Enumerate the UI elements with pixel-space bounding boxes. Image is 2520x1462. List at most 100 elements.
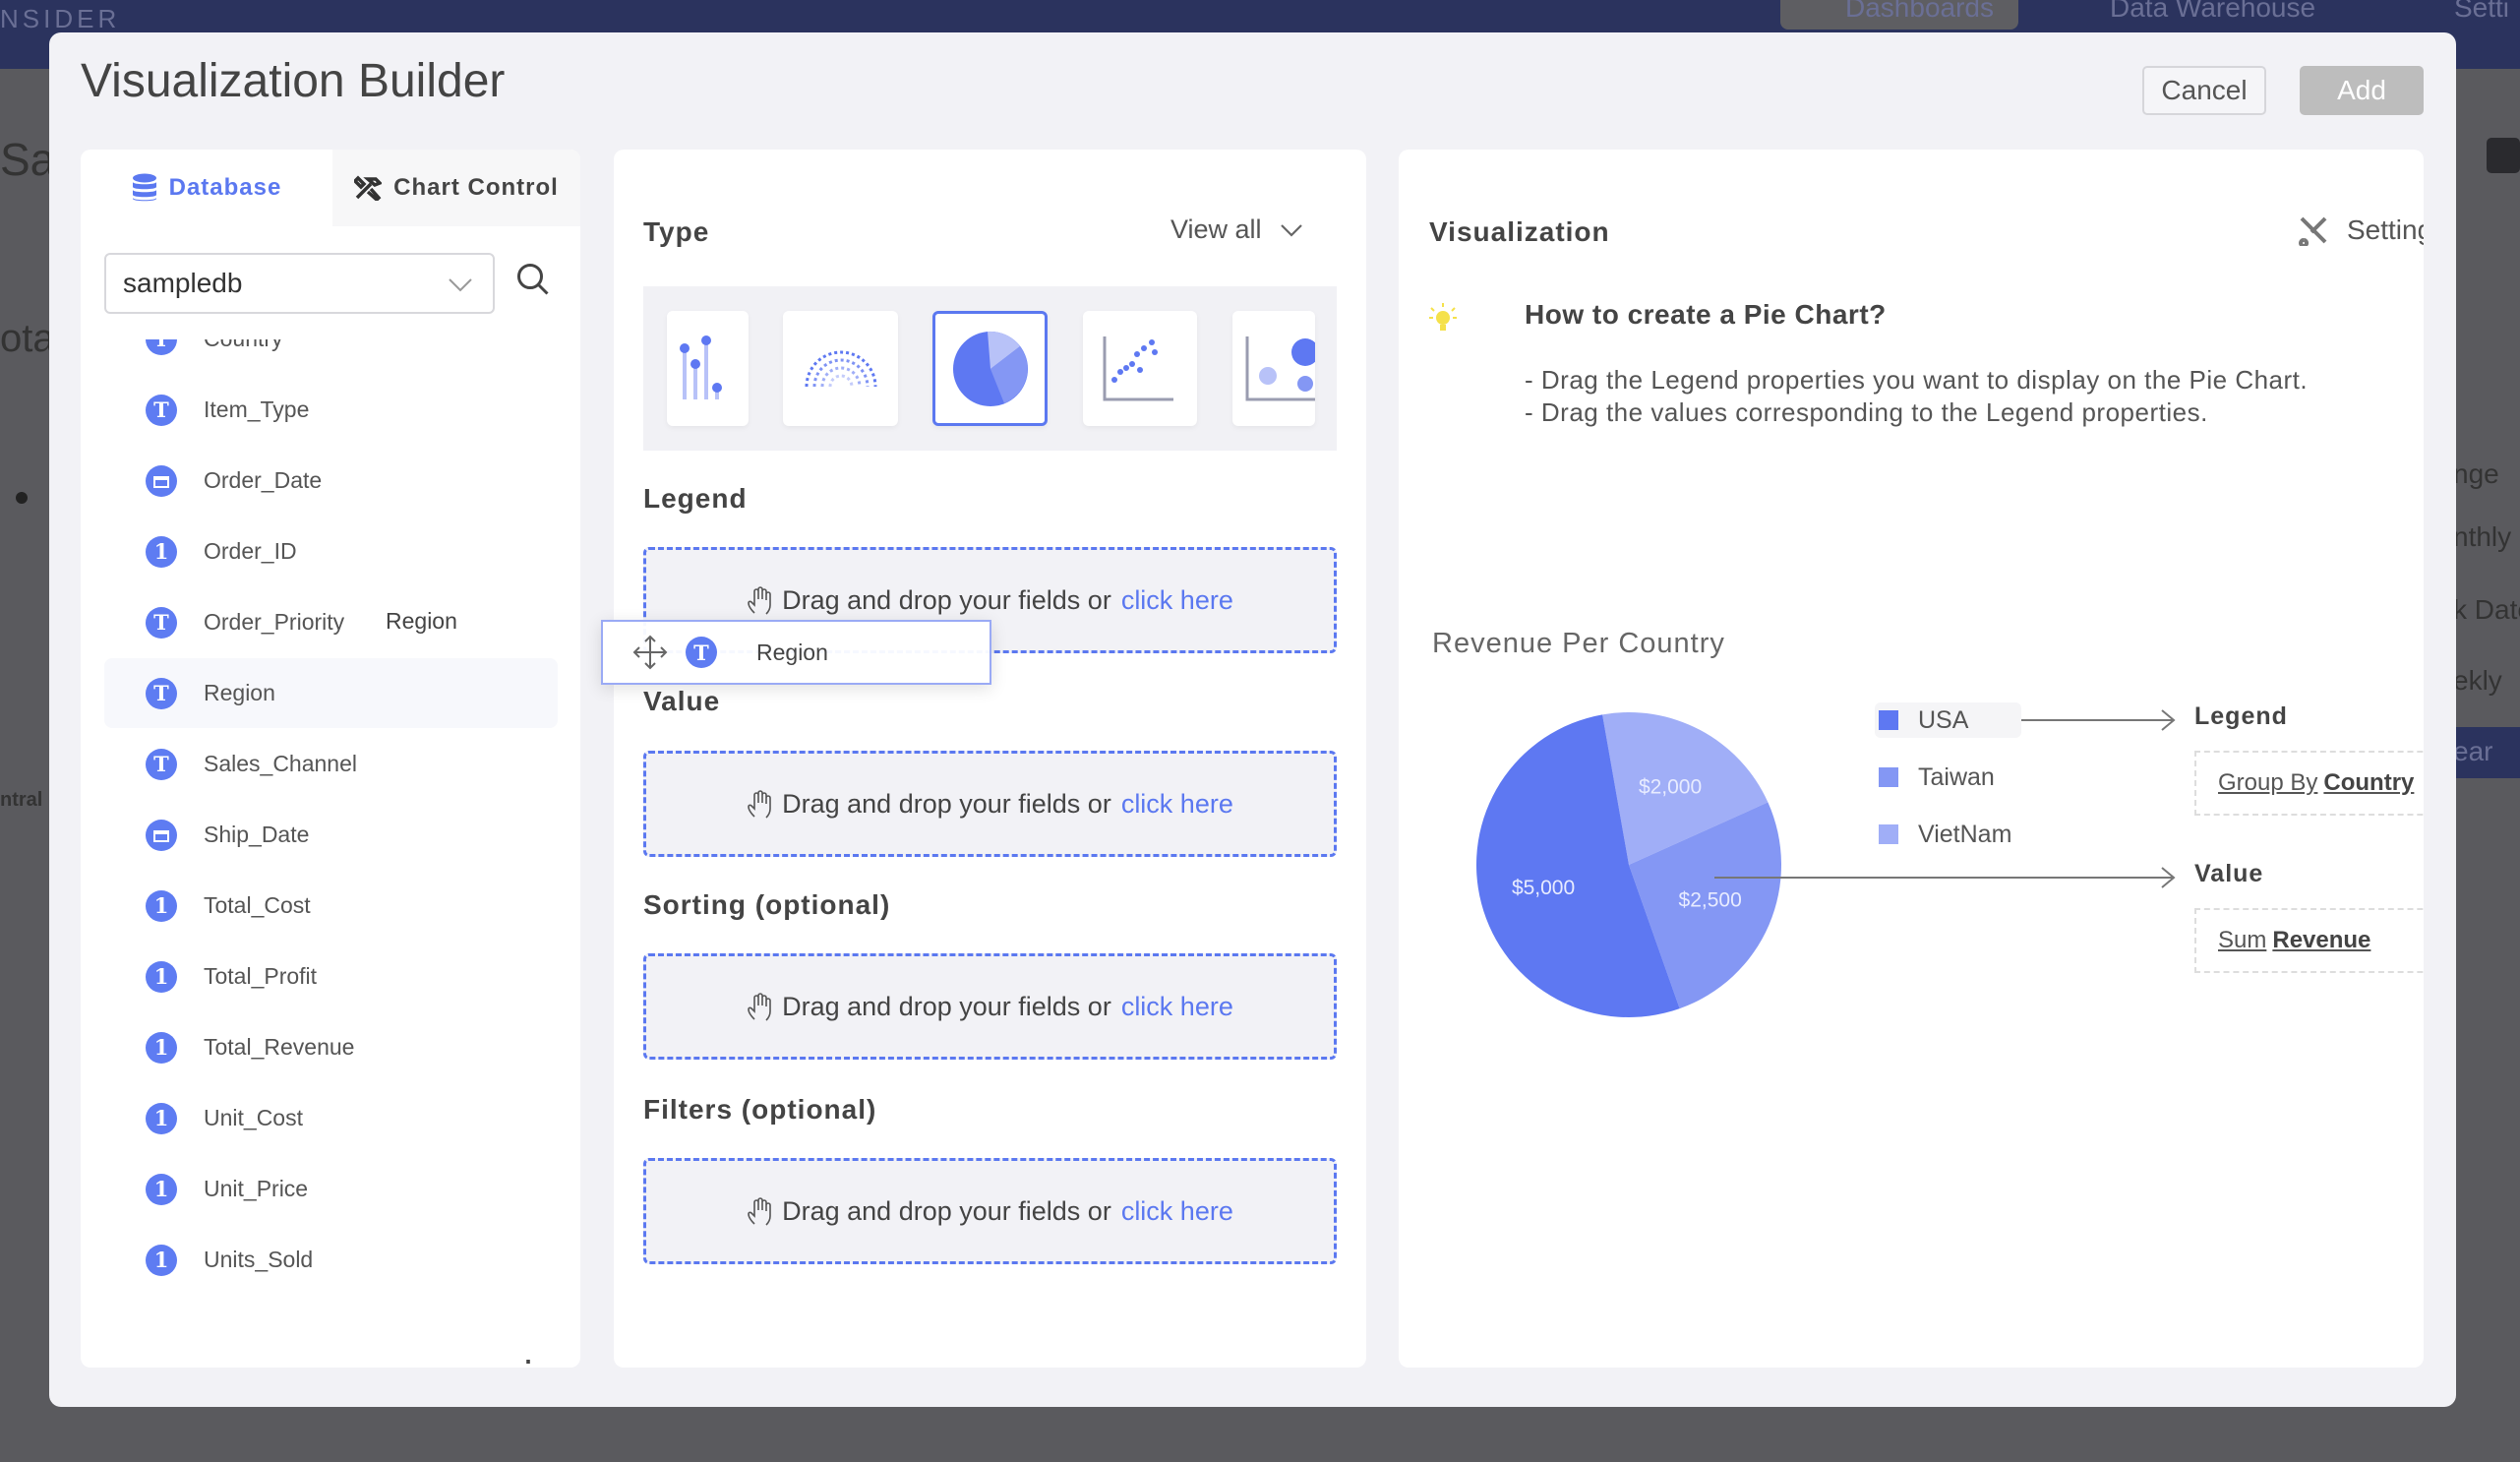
- move-icon: [632, 635, 668, 670]
- chart-type-lollipop[interactable]: [667, 311, 749, 426]
- more-options-icon[interactable]: ⋮: [515, 1360, 541, 1368]
- settings-tools-icon: [2299, 216, 2327, 246]
- bg-text: nge: [2453, 458, 2499, 489]
- howto-step: - Drag the values corresponding to the L…: [1525, 397, 2208, 427]
- text-type-icon: T: [146, 394, 177, 426]
- field-item[interactable]: 1 Unit_Price: [104, 1154, 558, 1224]
- chart-legend: USA Taiwan VietNam: [1875, 702, 2022, 874]
- field-name: Ship_Date: [204, 822, 310, 847]
- drop-zone-text: Drag and drop your fields or: [782, 788, 1111, 819]
- nav-data-warehouse[interactable]: Data Warehouse: [2110, 0, 2316, 23]
- field-name: Country: [204, 339, 283, 352]
- modal-title: Visualization Builder: [81, 55, 506, 107]
- tab-chart-control[interactable]: Chart Control: [332, 150, 580, 226]
- tab-chart-control-label: Chart Control: [393, 174, 559, 201]
- click-here-link[interactable]: click here: [1120, 584, 1233, 615]
- bg-text: k Date: [2453, 594, 2520, 625]
- pie-chart: $2,000 $2,500 $5,000: [1476, 709, 2176, 1017]
- save-icon: [2487, 138, 2520, 173]
- bg-text: ntral: [0, 789, 43, 811]
- click-here-link[interactable]: click here: [1120, 1195, 1233, 1226]
- number-type-icon: 1: [146, 1244, 177, 1276]
- nav-dashboards[interactable]: [1780, 0, 2018, 30]
- chart-type-pie[interactable]: [932, 311, 1048, 426]
- legend-label: Taiwan: [1918, 762, 1995, 791]
- legend-item[interactable]: USA: [1875, 702, 2022, 738]
- text-field-icon: T: [686, 637, 717, 668]
- legend-item[interactable]: Taiwan: [1875, 760, 2021, 795]
- click-here-link[interactable]: click here: [1120, 991, 1233, 1021]
- section-label: Filters (optional): [643, 1094, 877, 1125]
- bg-text: ear: [2453, 736, 2493, 766]
- chart-type-scatter[interactable]: [1083, 311, 1197, 426]
- field-name: Item_Type: [204, 396, 310, 422]
- field-item[interactable]: T Country: [104, 339, 558, 374]
- tab-database[interactable]: Database: [81, 150, 332, 226]
- brand-logo: NSIDER: [0, 4, 121, 33]
- field-name: Total_Revenue: [204, 1034, 355, 1060]
- field-item[interactable]: T Order_Priority: [104, 587, 558, 657]
- pie-slice-vietnam[interactable]: [1602, 712, 1769, 865]
- chart-type-bubble[interactable]: [1232, 311, 1315, 426]
- database-select[interactable]: sampledb: [104, 253, 495, 314]
- legend-swatch: [1879, 710, 1898, 730]
- field-name: Total_Profit: [204, 963, 318, 989]
- field-item[interactable]: 1 Total_Cost: [104, 871, 558, 941]
- drag-preview-label: Region: [386, 608, 467, 635]
- text-type-icon: T: [146, 606, 177, 639]
- legend-item[interactable]: VietNam: [1875, 817, 2021, 852]
- number-type-icon: 1: [146, 535, 177, 568]
- click-here-link[interactable]: click here: [1120, 788, 1233, 819]
- chart-type-gallery: [643, 286, 1337, 451]
- tab-database-label: Database: [168, 174, 282, 201]
- search-icon[interactable]: [515, 262, 551, 297]
- howto-steps: - Drag the Legend properties you want to…: [1525, 364, 2308, 429]
- pie-slice-usa[interactable]: [1476, 714, 1680, 1017]
- sum-prefix: Sum: [2218, 927, 2267, 953]
- field-item[interactable]: T Sales_Channel: [104, 729, 558, 799]
- nav-settings[interactable]: Setti: [2454, 0, 2510, 23]
- drop-zone-text: Drag and drop your fields or: [782, 584, 1111, 615]
- field-item[interactable]: T Region: [104, 658, 558, 728]
- field-item[interactable]: 1 Unit_Cost: [104, 1083, 558, 1153]
- cancel-button[interactable]: Cancel: [2142, 66, 2266, 115]
- field-item[interactable]: Order_Date: [104, 446, 558, 516]
- drag-ghost-region[interactable]: T Region: [601, 620, 991, 685]
- sum-box: Sum Revenue: [2194, 908, 2424, 973]
- field-item[interactable]: Ship_Date: [104, 800, 558, 870]
- chart-config-panel: Type View all Legend Drag and drop your f…: [614, 150, 1366, 1368]
- hand-drag-icon: [748, 993, 771, 1021]
- drop-zone[interactable]: Drag and drop your fields or click here: [643, 751, 1337, 857]
- chart-type-parliament[interactable]: [783, 311, 898, 426]
- number-type-icon: 1: [146, 1102, 177, 1134]
- section-label: Legend: [643, 483, 748, 514]
- field-item[interactable]: 1 Total_Profit: [104, 942, 558, 1011]
- field-item[interactable]: 1 Units_Sold: [104, 1225, 558, 1295]
- view-all-button[interactable]: View all: [1170, 214, 1303, 245]
- legend-swatch: [1879, 824, 1898, 844]
- drop-zone[interactable]: Drag and drop your fields or click here: [643, 1158, 1337, 1264]
- field-item[interactable]: T Item_Type: [104, 375, 558, 445]
- lollipop-chart-icon: [679, 335, 722, 399]
- table-node-sale-records[interactable]: sale_records ⋮: [112, 1360, 565, 1368]
- field-list: T Country T Item_Type Order_Date 1 Order_ID T Or…: [81, 339, 580, 1333]
- settings-button[interactable]: Settings: [2298, 214, 2424, 246]
- legend-annotation: Legend: [2194, 702, 2288, 730]
- pie-slice-taiwan[interactable]: [1629, 802, 1781, 1009]
- tools-icon: [354, 175, 383, 201]
- legend-label: VietNam: [1918, 820, 2012, 848]
- add-button[interactable]: Add: [2300, 66, 2424, 115]
- howto-heading: How to create a Pie Chart?: [1525, 299, 1887, 330]
- drop-zone[interactable]: Drag and drop your fields or click here: [643, 953, 1337, 1060]
- field-item[interactable]: 1 Total_Revenue: [104, 1012, 558, 1082]
- number-type-icon: 1: [146, 889, 177, 922]
- field-item[interactable]: 1 Order_ID: [104, 517, 558, 586]
- nav-dashboards-label: Dashboards: [1845, 0, 1994, 23]
- visualization-preview-panel: Visualization Settings How to create a P…: [1399, 150, 2424, 1368]
- group-by-prefix: Group By: [2218, 769, 2318, 796]
- settings-label: Settings: [2347, 214, 2424, 245]
- hand-drag-icon: [748, 586, 771, 615]
- visualization-builder-modal: Visualization Builder Cancel Add Databas…: [49, 32, 2456, 1407]
- pie-data-label: $5,000: [1512, 877, 1575, 899]
- chevron-down-icon: [449, 278, 472, 292]
